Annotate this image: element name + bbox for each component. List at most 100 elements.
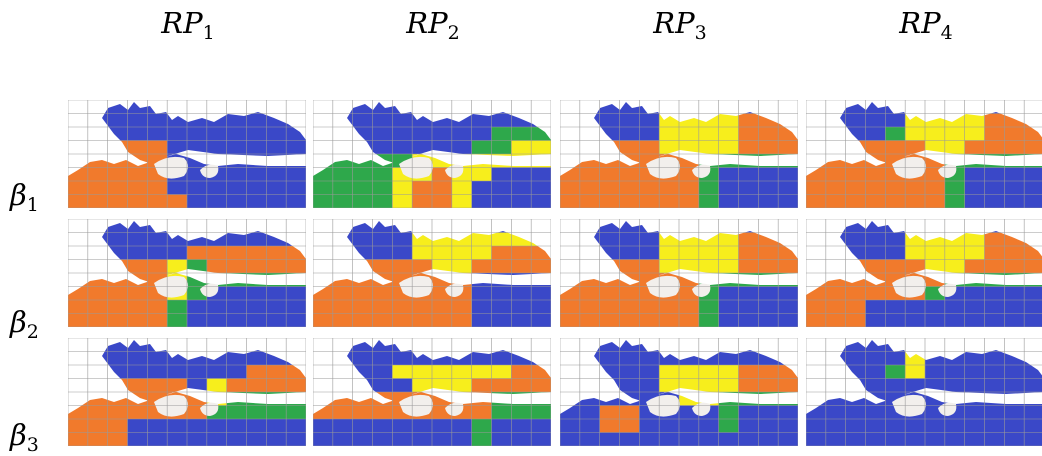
region-cell-blue	[738, 102, 759, 114]
region-cell-yellow	[531, 154, 551, 168]
region-cell-orange	[352, 300, 373, 314]
region-cell-orange	[68, 194, 89, 208]
region-cell-blue	[639, 102, 660, 114]
region-cell-blue	[984, 300, 1005, 314]
region-cell-blue	[127, 102, 148, 114]
region-cell-blue	[226, 286, 247, 301]
region-cell-orange	[619, 259, 640, 274]
region-cell-blue	[964, 340, 985, 352]
region-cell-blue	[925, 419, 946, 433]
region-cell-blue	[531, 340, 551, 352]
region-cell-blue	[905, 378, 926, 393]
region-cell-blue	[313, 351, 334, 366]
region-cell-blue	[865, 378, 886, 393]
region-cell-green	[286, 392, 306, 406]
region-cell-orange	[925, 194, 946, 208]
column-header-rp1: RP1	[68, 6, 308, 44]
region-cell-yellow	[718, 140, 739, 155]
region-cell-blue	[147, 127, 168, 141]
region-cell-orange	[313, 286, 334, 301]
region-cell-orange	[758, 113, 779, 128]
region-cell-orange	[412, 194, 433, 208]
region-cell-orange	[491, 246, 512, 260]
region-cell-blue	[127, 351, 148, 366]
region-cell-blue	[1024, 340, 1042, 352]
region-cell-green	[718, 154, 739, 168]
region-cell-blue	[147, 365, 168, 379]
region-cell-blue	[964, 351, 985, 366]
region-cell-blue	[187, 365, 208, 379]
region-cell-yellow	[451, 194, 473, 208]
region-cell-orange	[68, 419, 89, 433]
region-cell-blue	[266, 181, 287, 195]
region-cell-blue	[511, 221, 532, 233]
region-cell-blue	[266, 221, 287, 233]
region-cell-blue	[187, 351, 208, 366]
region-cell-yellow	[679, 259, 700, 274]
region-cell-orange	[531, 259, 551, 274]
region-cell-orange	[758, 259, 779, 274]
region-cell-yellow	[679, 140, 700, 155]
column-header-base: RP	[161, 6, 203, 40]
region-cell-blue	[984, 432, 1005, 446]
region-cell-orange	[619, 140, 640, 155]
region-cell-blue	[511, 286, 532, 301]
region-cell-yellow	[432, 365, 453, 379]
region-cell-orange	[825, 194, 847, 208]
region-cell-yellow	[432, 378, 453, 393]
region-cell-green	[531, 392, 551, 406]
region-cell-blue	[206, 340, 228, 352]
region-cell-blue	[87, 365, 109, 379]
region-cell-blue	[451, 340, 473, 352]
region-cell-orange	[599, 154, 620, 168]
region-cell-orange	[87, 419, 109, 433]
region-cell-blue	[925, 313, 946, 327]
region-cell-yellow	[659, 378, 680, 393]
region-cell-blue	[806, 351, 827, 366]
region-cell-blue	[87, 246, 109, 260]
region-cell-orange	[87, 286, 109, 301]
region-cell-orange	[738, 127, 759, 141]
region-cell-orange	[825, 167, 847, 182]
region-cell-green	[1004, 273, 1025, 287]
region-cell-orange	[984, 113, 1005, 128]
region-cell-blue	[698, 340, 720, 352]
region-cell-blue	[246, 300, 267, 314]
region-cell-blue	[885, 232, 906, 247]
map-panel-rp3-beta3	[560, 338, 798, 446]
region-cell-blue	[865, 102, 886, 114]
region-cell-orange	[619, 181, 640, 195]
region-cell-blue	[332, 432, 354, 446]
region-cell-blue	[432, 419, 453, 433]
region-cell-orange	[87, 432, 109, 446]
region-cell-green	[984, 154, 1005, 168]
region-cell-blue	[1004, 313, 1025, 327]
region-cell-blue	[639, 246, 660, 260]
region-cell-yellow	[925, 232, 946, 247]
region-cell-blue	[511, 419, 532, 433]
region-cell-orange	[825, 140, 847, 155]
region-cell-orange	[352, 286, 373, 301]
region-cell-blue	[885, 113, 906, 128]
region-cell-blue	[806, 365, 827, 379]
region-cell-blue	[187, 340, 208, 352]
region-cell-blue	[187, 194, 208, 208]
region-cell-blue	[738, 405, 759, 420]
region-cell-blue	[679, 351, 700, 366]
region-cell-blue	[372, 419, 393, 433]
region-cell-blue	[738, 221, 759, 233]
lake-shape	[445, 402, 464, 416]
region-cell-blue	[825, 113, 847, 128]
region-cell-blue	[372, 221, 393, 233]
region-cell-blue	[531, 432, 551, 446]
region-cell-orange	[226, 259, 247, 274]
region-cell-orange	[1024, 246, 1042, 260]
region-cell-green	[964, 154, 985, 168]
region-cell-blue	[491, 273, 512, 287]
region-cell-green	[1024, 273, 1042, 287]
region-cell-yellow	[698, 127, 720, 141]
region-cell-blue	[1004, 300, 1025, 314]
region-cell-blue	[226, 351, 247, 366]
region-cell-orange	[107, 432, 128, 446]
region-cell-blue	[266, 432, 287, 446]
